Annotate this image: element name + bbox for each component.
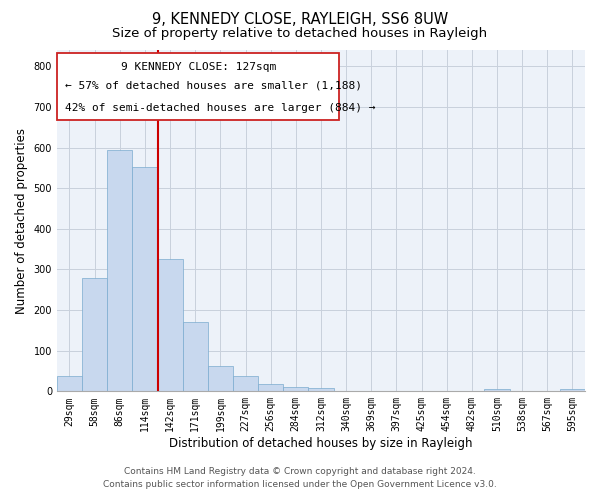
Bar [283,388,308,392]
X-axis label: Distribution of detached houses by size in Rayleigh: Distribution of detached houses by size … [169,437,473,450]
Bar [308,388,334,392]
Bar [484,390,509,392]
Bar [233,376,258,392]
Bar [57,376,82,392]
Text: ← 57% of detached houses are smaller (1,188): ← 57% of detached houses are smaller (1,… [65,80,362,90]
Y-axis label: Number of detached properties: Number of detached properties [15,128,28,314]
Bar [560,390,585,392]
Bar [258,384,283,392]
Text: 9 KENNEDY CLOSE: 127sqm: 9 KENNEDY CLOSE: 127sqm [121,62,276,72]
Text: 9, KENNEDY CLOSE, RAYLEIGH, SS6 8UW: 9, KENNEDY CLOSE, RAYLEIGH, SS6 8UW [152,12,448,28]
Bar [82,278,107,392]
Bar [208,366,233,392]
Bar [107,150,133,392]
FancyBboxPatch shape [57,54,340,120]
Text: 42% of semi-detached houses are larger (884) →: 42% of semi-detached houses are larger (… [65,103,376,113]
Bar [158,260,182,392]
Bar [133,166,158,392]
Text: Size of property relative to detached houses in Rayleigh: Size of property relative to detached ho… [112,28,488,40]
Text: Contains HM Land Registry data © Crown copyright and database right 2024.
Contai: Contains HM Land Registry data © Crown c… [103,467,497,489]
Bar [182,322,208,392]
